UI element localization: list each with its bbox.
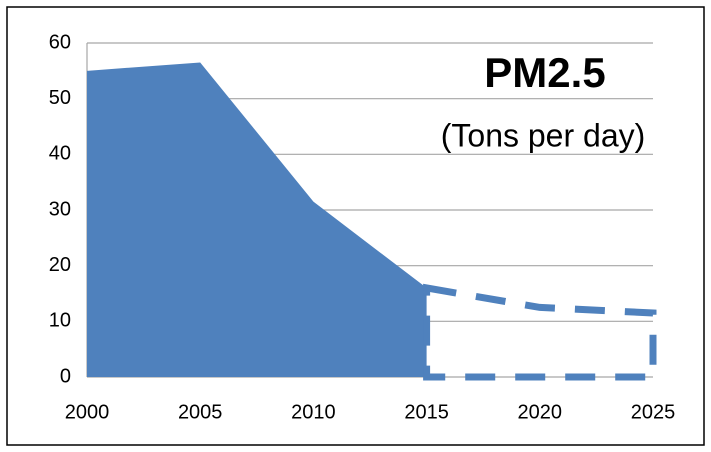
x-tick-label: 2020 [518,401,563,423]
x-tick-label: 2025 [631,401,676,423]
y-tick-label: 30 [49,198,71,220]
frame [6,6,705,446]
area [87,62,427,377]
chart-subtitle: (Tons per day) [441,117,646,153]
y-tick-label: 10 [49,310,71,332]
x-tick-label: 2010 [291,401,336,423]
y-tick-label: 40 [49,143,71,165]
y-tick-label: 0 [60,365,71,387]
x-tick-label: 2015 [404,401,449,423]
x-tick-label: 2000 [65,401,110,423]
y-tick-label: 50 [49,87,71,109]
y-tick-label: 60 [49,31,71,53]
y-tick-label: 20 [49,254,71,276]
projection-area [423,283,657,381]
x-tick-label: 2005 [178,401,223,423]
chart-title: PM2.5 [484,49,605,96]
